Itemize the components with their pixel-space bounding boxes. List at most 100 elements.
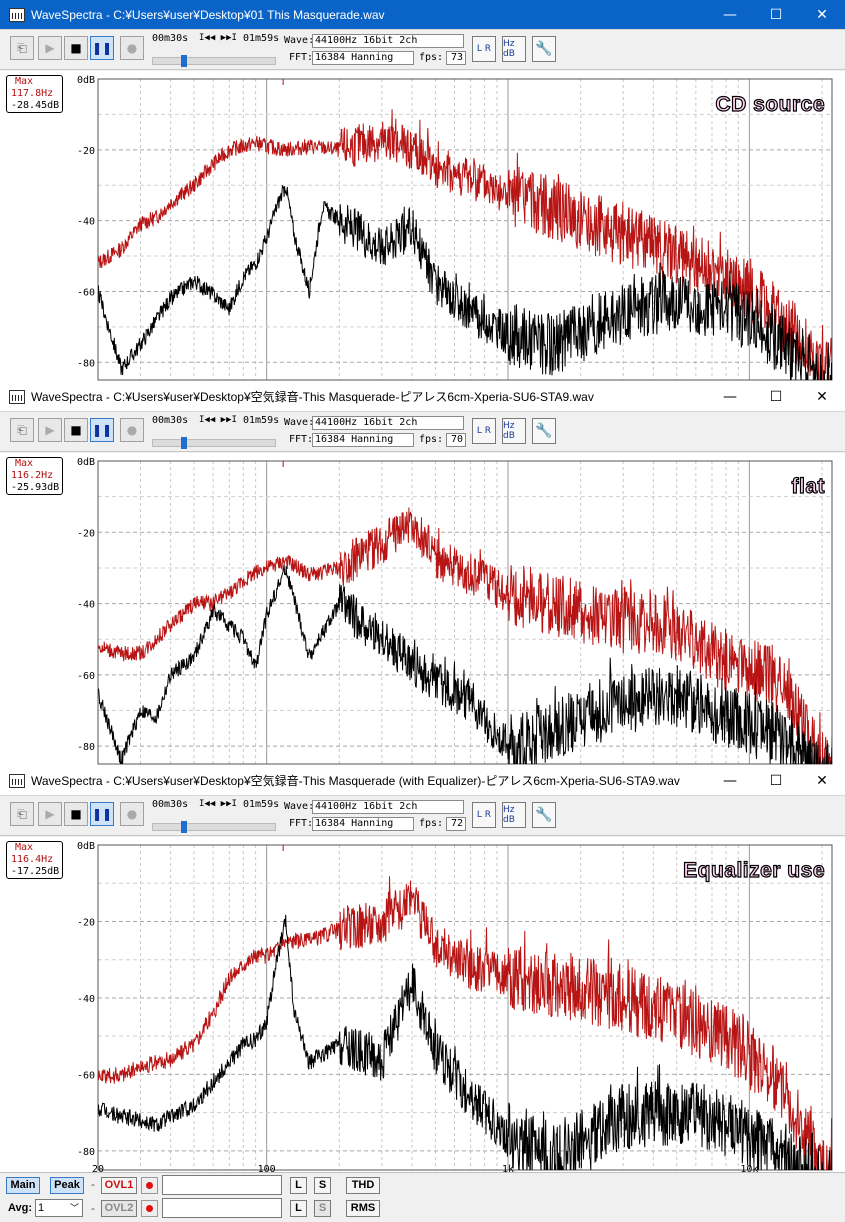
seek-buttons[interactable]: I◀◀ ▶▶I bbox=[199, 799, 237, 809]
settings-button[interactable]: 🔧 bbox=[532, 802, 556, 828]
spectrum-chart: 0dB -20 -40 -60 -80 bbox=[77, 457, 833, 765]
title-bar[interactable]: WaveSpectra - C:¥Users¥user¥Desktop¥01 T… bbox=[0, 0, 845, 30]
spectrum-plot[interactable]: 0dB -20 -40 -60 -80 20 100 1k 10k Max 116.4Hz -1… bbox=[0, 837, 845, 1172]
seek-buttons[interactable]: I◀◀ ▶▶I bbox=[199, 33, 237, 43]
record-icon: ● bbox=[126, 423, 138, 437]
hz-db-scale-button[interactable]: Hz dB bbox=[502, 36, 526, 62]
open-file-button[interactable]: ⎗ bbox=[10, 418, 34, 442]
fft-label: FFT: bbox=[289, 52, 314, 63]
x-tick-label: 10k bbox=[740, 1164, 758, 1172]
open-file-button[interactable]: ⎗ bbox=[10, 802, 34, 826]
avg-value: 1 bbox=[38, 1202, 45, 1214]
main-button[interactable]: Main bbox=[6, 1177, 40, 1194]
record-icon: ● bbox=[126, 41, 138, 55]
toolbar: ⎗ ▶ ■ ❚❚ ● 00m30s I◀◀ ▶▶I 01m59s Wave: 4… bbox=[0, 30, 845, 70]
slider-thumb[interactable] bbox=[181, 55, 187, 67]
fps-field: 72 bbox=[446, 817, 466, 831]
ovl1-button[interactable]: OVL1 bbox=[101, 1177, 137, 1194]
pause-button[interactable]: ❚❚ bbox=[90, 36, 114, 60]
stop-button[interactable]: ■ bbox=[64, 36, 88, 60]
spectrum-plot[interactable]: 0dB -20 -40 -60 -80 Max 116.2Hz -25.93dB fla… bbox=[0, 453, 845, 766]
position-slider[interactable] bbox=[152, 55, 276, 67]
stop-button[interactable]: ■ bbox=[64, 802, 88, 826]
spectrum-plot[interactable]: 0dB -20 -40 -60 -80 Max 117.8Hz -28.45dB CD … bbox=[0, 71, 845, 382]
max-level: -25.93dB bbox=[11, 482, 60, 493]
maximize-button[interactable]: ☐ bbox=[769, 6, 783, 23]
separator-dash: - bbox=[91, 1178, 95, 1191]
play-button[interactable]: ▶ bbox=[38, 36, 62, 60]
title-bar[interactable]: WaveSpectra - C:¥Users¥user¥Desktop¥空気録音… bbox=[0, 766, 845, 796]
hz-db-scale-button[interactable]: Hz dB bbox=[502, 418, 526, 444]
ovl1-load-button[interactable]: L bbox=[290, 1177, 307, 1194]
position-slider[interactable] bbox=[152, 821, 276, 833]
play-icon: ▶ bbox=[45, 423, 55, 437]
traces bbox=[98, 507, 832, 764]
wave-format-field: 44100Hz 16bit 2ch bbox=[312, 34, 464, 48]
maximize-button[interactable]: ☐ bbox=[769, 772, 783, 789]
lr-channel-button[interactable]: L R bbox=[472, 36, 496, 62]
hz-db-scale-icon: Hz dB bbox=[503, 805, 515, 825]
close-button[interactable]: ✕ bbox=[816, 388, 828, 405]
lr-channel-icon: L R bbox=[476, 44, 492, 54]
avg-label: Avg: bbox=[8, 1202, 33, 1214]
position-slider[interactable] bbox=[152, 437, 276, 449]
fps-label: fps: bbox=[419, 818, 444, 829]
lr-channel-button[interactable]: L R bbox=[472, 418, 496, 444]
ovl2-button[interactable]: OVL2 bbox=[101, 1200, 137, 1217]
stop-button[interactable]: ■ bbox=[64, 418, 88, 442]
y-tick-label: -80 bbox=[77, 1147, 95, 1158]
annotation-label: Equalizer use bbox=[683, 858, 826, 882]
fft-label: FFT: bbox=[289, 818, 314, 829]
minimize-button[interactable]: — bbox=[723, 6, 737, 23]
open-file-button[interactable]: ⎗ bbox=[10, 36, 34, 60]
wave-label: Wave: bbox=[284, 801, 315, 812]
annotation-label: flat bbox=[791, 474, 825, 498]
ovl1-record-button[interactable] bbox=[141, 1177, 158, 1194]
play-icon: ▶ bbox=[45, 807, 55, 821]
lr-channel-button[interactable]: L R bbox=[472, 802, 496, 828]
lr-channel-icon: L R bbox=[476, 810, 492, 820]
pause-button[interactable]: ❚❚ bbox=[90, 418, 114, 442]
ovl2-record-button[interactable] bbox=[141, 1200, 158, 1217]
max-frequency: 116.2Hz bbox=[11, 470, 54, 481]
settings-button[interactable]: 🔧 bbox=[532, 418, 556, 444]
ovl2-load-button[interactable]: L bbox=[290, 1200, 307, 1217]
ovl2-name-input[interactable] bbox=[162, 1198, 282, 1218]
y-tick-label: -20 bbox=[77, 917, 95, 928]
slider-thumb[interactable] bbox=[181, 821, 187, 833]
record-button[interactable]: ● bbox=[120, 802, 144, 826]
minimize-button[interactable]: — bbox=[723, 772, 737, 789]
fft-setting-field: 16384 Hanning bbox=[312, 433, 414, 447]
maximize-button[interactable]: ☐ bbox=[769, 388, 783, 405]
play-button[interactable]: ▶ bbox=[38, 418, 62, 442]
wave-label: Wave: bbox=[284, 35, 315, 46]
avg-select[interactable]: 1 ﹀ bbox=[35, 1199, 83, 1217]
close-button[interactable]: ✕ bbox=[816, 772, 828, 789]
record-button[interactable]: ● bbox=[120, 36, 144, 60]
play-button[interactable]: ▶ bbox=[38, 802, 62, 826]
hz-db-scale-button[interactable]: Hz dB bbox=[502, 802, 526, 828]
hz-db-scale-icon: Hz dB bbox=[503, 421, 515, 441]
title-bar[interactable]: WaveSpectra - C:¥Users¥user¥Desktop¥空気録音… bbox=[0, 382, 845, 412]
ovl2-save-button[interactable]: S bbox=[314, 1200, 331, 1217]
wrench-icon: 🔧 bbox=[535, 807, 553, 823]
close-button[interactable]: ✕ bbox=[816, 6, 828, 23]
ovl1-save-button[interactable]: S bbox=[314, 1177, 331, 1194]
y-tick-label: 0dB bbox=[77, 457, 95, 468]
minimize-button[interactable]: — bbox=[723, 388, 737, 405]
y-tick-label: -60 bbox=[77, 671, 95, 682]
max-frequency: 117.8Hz bbox=[11, 88, 54, 99]
record-button[interactable]: ● bbox=[120, 418, 144, 442]
pause-button[interactable]: ❚❚ bbox=[90, 802, 114, 826]
bottom-control-panel: Main Peak - OVL1 L S THD Avg: 1 ﹀ - OVL2… bbox=[0, 1172, 845, 1222]
rms-button[interactable]: RMS bbox=[346, 1200, 380, 1217]
ovl1-name-input[interactable] bbox=[162, 1175, 282, 1195]
settings-button[interactable]: 🔧 bbox=[532, 36, 556, 62]
play-icon: ▶ bbox=[45, 41, 55, 55]
wrench-icon: 🔧 bbox=[535, 41, 553, 57]
thd-button[interactable]: THD bbox=[346, 1177, 380, 1194]
peak-button[interactable]: Peak bbox=[50, 1177, 84, 1194]
record-icon: ● bbox=[126, 807, 138, 821]
slider-thumb[interactable] bbox=[181, 437, 187, 449]
seek-buttons[interactable]: I◀◀ ▶▶I bbox=[199, 415, 237, 425]
